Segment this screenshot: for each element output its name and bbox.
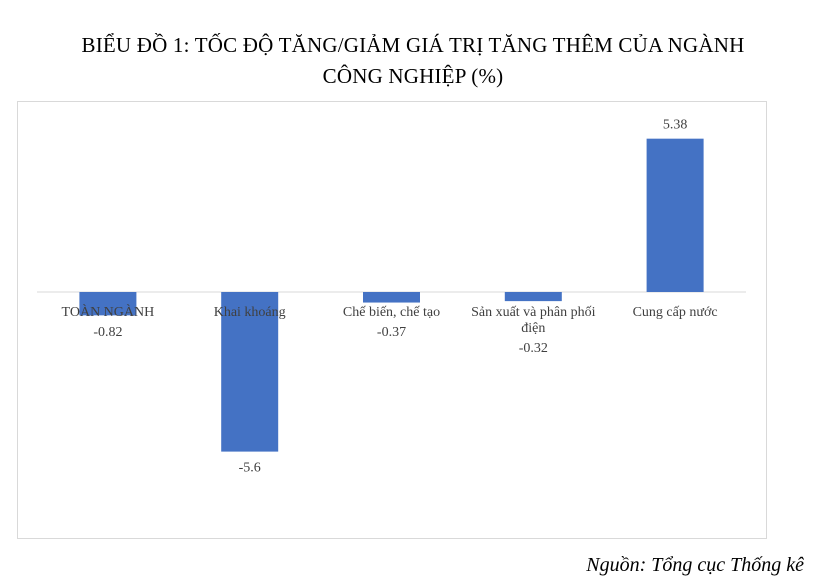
- chart-frame: [17, 101, 767, 539]
- source-note: Nguồn: Tổng cục Thống kê: [586, 554, 804, 576]
- chart-title-line-1: BIỂU ĐỒ 1: TỐC ĐỘ TĂNG/GIẢM GIÁ TRỊ TĂNG…: [81, 33, 745, 57]
- bar-2: [221, 292, 279, 452]
- chart-title: BIỂU ĐỒ 1: TỐC ĐỘ TĂNG/GIẢM GIÁ TRỊ TĂNG…: [0, 30, 826, 92]
- category-label-5: Cung cấp nước: [633, 305, 718, 320]
- category-label-1: TOÀN NGÀNH: [62, 303, 155, 320]
- bar-3: [363, 292, 420, 303]
- category-label-3: Chế biến, chế tạo: [343, 305, 440, 320]
- bar-5: [646, 138, 704, 292]
- category-label-2: Khai khoáng: [214, 305, 286, 320]
- category-label-4-line-1: Sản xuất và phân phối: [471, 305, 596, 320]
- bar-4: [504, 292, 562, 302]
- data-label-3: -0.37: [377, 325, 406, 340]
- data-label-5: 5.38: [663, 118, 688, 133]
- bar-1: [79, 292, 137, 316]
- data-label-1: -0.82: [93, 325, 122, 340]
- chart-title-line-2: CÔNG NGHIỆP (%): [322, 64, 504, 88]
- category-label-4-line-2: điện: [521, 321, 545, 336]
- data-label-4: -0.32: [519, 341, 548, 356]
- data-label-2: -5.6: [239, 461, 261, 476]
